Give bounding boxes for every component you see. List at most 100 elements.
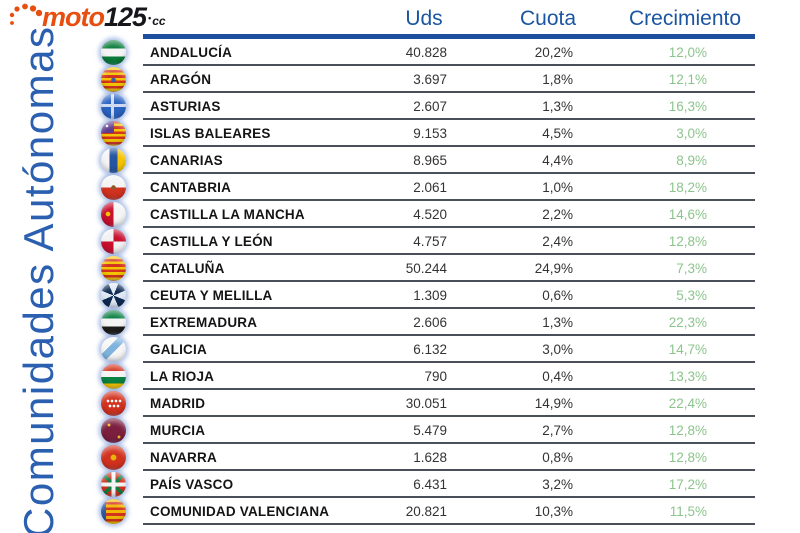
andalucia-flag-icon [101, 40, 126, 65]
uds-value: 8.965 [413, 152, 447, 168]
table-row: PAÍS VASCO 6.431 3,2% 17,2% [95, 471, 755, 498]
crecimiento-value: 12,0% [668, 44, 707, 60]
table-row: ARAGÓN 3.697 1,8% 12,1% [95, 66, 755, 93]
cuota-value: 1,3% [542, 98, 573, 114]
region-name: CASTILLA Y LEÓN [150, 233, 273, 249]
uds-value: 1.309 [413, 287, 447, 303]
column-header-crecimiento: Crecimiento [628, 7, 742, 30]
crecimiento-value: 8,9% [676, 152, 707, 168]
column-header-uds: Uds [405, 7, 443, 30]
logo-swoosh-dots-icon [9, 3, 42, 25]
cuota-value: 2,7% [542, 422, 573, 438]
crecimiento-value: 16,3% [668, 98, 707, 114]
crecimiento-value: 13,3% [668, 368, 707, 384]
table-row: CANARIAS 8.965 4,4% 8,9% [95, 147, 755, 174]
crecimiento-value: 3,0% [676, 125, 707, 141]
cuota-value: 3,2% [542, 476, 573, 492]
table-header: Uds Cuota Crecimiento [143, 0, 755, 39]
cuota-value: 4,4% [542, 152, 573, 168]
asturias-flag-icon [101, 94, 126, 119]
region-name: CANARIAS [150, 152, 223, 168]
cuota-value: 20,2% [534, 44, 573, 60]
extremadura-flag-icon [101, 310, 126, 335]
table-row: CANTABRIA 2.061 1,0% 18,2% [95, 174, 755, 201]
region-name: CEUTA Y MELILLA [150, 287, 273, 303]
cuota-value: 2,4% [542, 233, 573, 249]
baleares-flag-icon [101, 121, 126, 146]
uds-value: 6.132 [413, 341, 447, 357]
crecimiento-value: 12,8% [668, 233, 707, 249]
moto125-logo: moto125cc [8, 3, 166, 33]
table-row: ISLAS BALEARES 9.153 4,5% 3,0% [95, 120, 755, 147]
logo-moto-text: moto [42, 2, 105, 32]
cuota-value: 1,8% [542, 71, 573, 87]
table-row: GALICIA 6.132 3,0% 14,7% [95, 336, 755, 363]
uds-value: 2.607 [413, 98, 447, 114]
region-name: ARAGÓN [150, 71, 212, 87]
canarias-flag-icon [101, 148, 126, 173]
region-name: MURCIA [150, 422, 206, 438]
table-row: NAVARRA 1.628 0,8% 12,8% [95, 444, 755, 471]
cuota-value: 0,6% [542, 287, 573, 303]
crecimiento-value: 17,2% [668, 476, 707, 492]
crecimiento-value: 12,8% [668, 449, 707, 465]
cuota-value: 2,2% [542, 206, 573, 222]
table-row: COMUNIDAD VALENCIANA 20.821 10,3% 11,5% [95, 498, 755, 525]
castilla-la-mancha-flag-icon [101, 202, 126, 227]
table-body: ANDALUCÍA 40.828 20,2% 12,0% ARAGÓN 3.69… [95, 39, 755, 525]
uds-value: 6.431 [413, 476, 447, 492]
cuota-value: 14,9% [534, 395, 573, 411]
table-row: CASTILLA LA MANCHA 4.520 2,2% 14,6% [95, 201, 755, 228]
table-row: MURCIA 5.479 2,7% 12,8% [95, 417, 755, 444]
table-row: ANDALUCÍA 40.828 20,2% 12,0% [95, 39, 755, 66]
region-name: PAÍS VASCO [150, 476, 234, 492]
crecimiento-value: 18,2% [668, 179, 707, 195]
region-name: GALICIA [150, 341, 207, 357]
table-row: CASTILLA Y LEÓN 4.757 2,4% 12,8% [95, 228, 755, 255]
uds-value: 40.828 [405, 44, 447, 60]
crecimiento-value: 12,1% [668, 71, 707, 87]
logo-125-text: 125 [103, 2, 147, 32]
region-name: ASTURIAS [150, 98, 221, 114]
castilla-y-leon-flag-icon [101, 229, 126, 254]
uds-value: 9.153 [413, 125, 447, 141]
table-row: CEUTA Y MELILLA 1.309 0,6% 5,3% [95, 282, 755, 309]
uds-value: 20.821 [405, 503, 447, 519]
region-name: COMUNIDAD VALENCIANA [150, 503, 330, 519]
crecimiento-value: 12,8% [668, 422, 707, 438]
crecimiento-value: 14,6% [668, 206, 707, 222]
galicia-flag-icon [101, 337, 126, 362]
uds-value: 4.520 [413, 206, 447, 222]
cuota-value: 0,4% [542, 368, 573, 384]
uds-value: 50.244 [405, 260, 447, 276]
cuota-value: 1,0% [542, 179, 573, 195]
crecimiento-value: 11,5% [669, 503, 707, 519]
region-name: CANTABRIA [150, 179, 232, 195]
region-name: ANDALUCÍA [150, 44, 233, 60]
uds-value: 4.757 [413, 233, 447, 249]
crecimiento-value: 22,3% [668, 314, 707, 330]
table-row: LA RIOJA 790 0,4% 13,3% [95, 363, 755, 390]
madrid-flag-icon [101, 391, 126, 416]
region-name: ISLAS BALEARES [150, 125, 271, 141]
cuota-value: 4,5% [542, 125, 573, 141]
cuota-value: 1,3% [542, 314, 573, 330]
table-row: ASTURIAS 2.607 1,3% 16,3% [95, 93, 755, 120]
cantabria-flag-icon [101, 175, 126, 200]
region-name: MADRID [150, 395, 206, 411]
murcia-flag-icon [101, 418, 126, 443]
aragon-flag-icon [101, 67, 126, 92]
table-row: CATALUÑA 50.244 24,9% 7,3% [95, 255, 755, 282]
uds-value: 2.061 [413, 179, 447, 195]
region-name: CATALUÑA [150, 260, 225, 276]
pais-vasco-flag-icon [101, 472, 126, 497]
cuota-value: 10,3% [534, 503, 573, 519]
region-name: NAVARRA [150, 449, 217, 465]
crecimiento-value: 7,3% [676, 260, 707, 276]
header-rule [143, 34, 755, 39]
navarra-flag-icon [101, 445, 126, 470]
table-row: EXTREMADURA 2.606 1,3% 22,3% [95, 309, 755, 336]
cuota-value: 0,8% [542, 449, 573, 465]
region-name: CASTILLA LA MANCHA [150, 206, 305, 222]
cuota-value: 24,9% [534, 260, 573, 276]
